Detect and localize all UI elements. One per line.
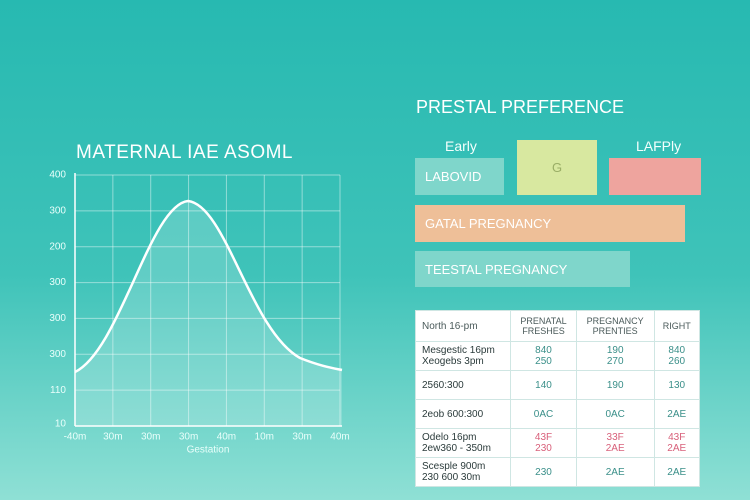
- table-cell: 2560:300: [414, 370, 512, 400]
- curve-area: [75, 201, 342, 426]
- table-cell: Odelo 16pm 2ew360 - 350m: [414, 428, 512, 458]
- bar: TEESTAL PREGNANCY: [415, 251, 630, 287]
- bar: GATAL PREGNANCY: [415, 205, 685, 242]
- table-cell: PREGNANCY PRENTIES: [575, 310, 655, 342]
- table-row: North 16-pm PRENATAL FRESHES PREGNANCY PRE…: [414, 310, 700, 342]
- y-tick-label: 110: [50, 385, 66, 396]
- y-tick-label: 300: [49, 349, 66, 360]
- table-cell: Mesgestic 16pm Xeogebs 3pm: [414, 341, 512, 371]
- table-cell: North 16-pm: [414, 310, 512, 342]
- table-cell: 2AE: [653, 457, 700, 487]
- table-row: Odelo 16pm 2ew360 - 350m 43F 230 33F 2AE 43…: [414, 428, 700, 458]
- chart: 400 300 200 300 300 300 110 10 -40m 30m 30m 30m 40m…: [49, 170, 349, 456]
- table-cell: PRENATAL FRESHES: [510, 310, 577, 342]
- table-cell: 33F 2AE: [575, 428, 655, 458]
- table-cell: RIGHT: [653, 310, 700, 342]
- table-cell: 190: [575, 370, 655, 400]
- box: G: [517, 140, 597, 195]
- curve: [74, 199, 343, 374]
- table-cell: 230: [510, 457, 577, 487]
- y-tick-label: 300: [49, 313, 66, 324]
- x-tick-label: 40m: [330, 432, 349, 443]
- table-cell: 130: [653, 370, 700, 400]
- table-cell: 2eob 600:300: [414, 399, 512, 429]
- y-tick-label: 10: [55, 419, 67, 430]
- table-row: 2eob 600:300 0AC 0AC 2AE: [414, 399, 700, 429]
- chart-title: MATERNAL IAE ASOML: [76, 142, 293, 163]
- y-tick-label: 200: [49, 241, 66, 252]
- table-cell: 43F 230: [510, 428, 577, 458]
- x-tick-label: 30m: [141, 432, 160, 443]
- table-cell: 2AE: [653, 399, 700, 429]
- table-cell: 0AC: [575, 399, 655, 429]
- y-tick-label: 300: [49, 205, 66, 216]
- table-cell: 840 250: [510, 341, 577, 371]
- x-axis-title: Gestation: [187, 445, 230, 456]
- x-tick-label: 30m: [179, 432, 198, 443]
- table-cell: 840 260: [653, 341, 700, 371]
- table: North 16-pm PRENATAL FRESHES PREGNANCY PRE…: [414, 310, 700, 487]
- x-tick-label: 10m: [255, 432, 274, 443]
- table-cell: 2AE: [575, 457, 655, 487]
- table-cell: Scesple 900m 230 600 30m: [414, 457, 512, 487]
- table-cell: 190 270: [575, 341, 655, 371]
- y-tick-label: 400: [49, 170, 66, 181]
- x-tick-label: 30m: [103, 432, 122, 443]
- x-tick-label: -40m: [64, 432, 87, 443]
- table-cell: 43F 2AE: [653, 428, 700, 458]
- y-tick-label: 300: [49, 277, 66, 288]
- table-row: 2560:300 140 190 130: [414, 370, 700, 400]
- x-tick-label: 40m: [217, 432, 236, 443]
- table-cell: 140: [510, 370, 577, 400]
- table-row: Mesgestic 16pm Xeogebs 3pm 840 250 190 270…: [414, 341, 700, 371]
- x-tick-label: 30m: [292, 432, 311, 443]
- panel-title: PRESTAL PREFERENCE: [416, 97, 625, 117]
- early-label: Early: [445, 138, 477, 154]
- late-label: LAFPly: [636, 138, 682, 154]
- box: LABOVID: [415, 158, 504, 195]
- box: [609, 158, 701, 195]
- table-row: Scesple 900m 230 600 30m 230 2AE 2AE: [414, 457, 700, 487]
- table-cell: 0AC: [510, 399, 577, 429]
